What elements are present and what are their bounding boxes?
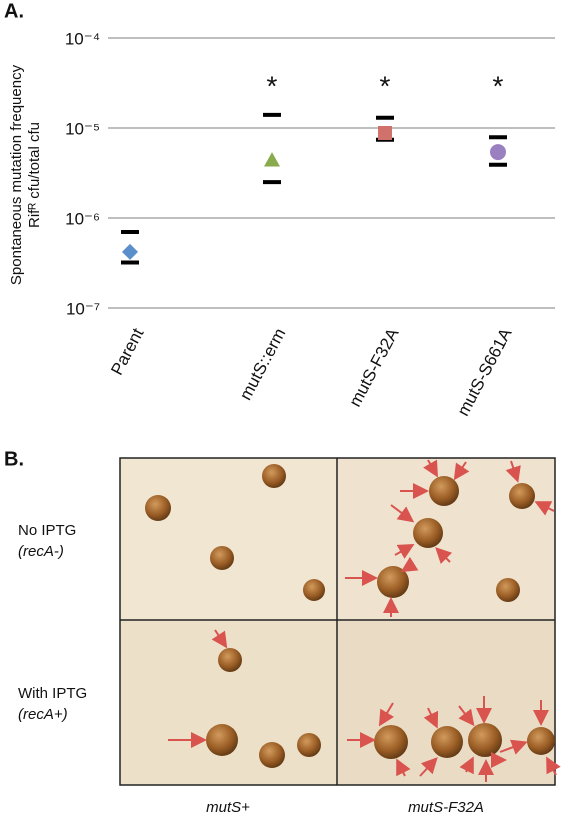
photo xyxy=(120,458,337,620)
marker xyxy=(490,144,506,161)
y-tick-label: 10⁻⁴ xyxy=(65,29,100,48)
marker xyxy=(264,152,280,167)
significance: * xyxy=(380,70,391,101)
panel-label: B. xyxy=(4,448,24,470)
x-tick-label: Parent xyxy=(107,325,147,378)
row-label: No IPTG (recA-) With IPTG (recA+) xyxy=(18,522,87,723)
row-label-line: (recA+) xyxy=(18,706,68,723)
y-label-line: Rifᴿ cfu/total cfu xyxy=(26,122,43,228)
column-label: mutS+ xyxy=(206,799,250,816)
column-label: mutS-F32A xyxy=(408,799,484,816)
photo xyxy=(120,620,337,785)
row-label-line: With IPTG xyxy=(18,685,87,702)
significance: * xyxy=(493,70,504,101)
y-tick-label: 10⁻⁷ xyxy=(66,299,100,318)
row-label-line: (recA-) xyxy=(18,543,64,560)
y-label-line: Spontaneous mutation frequency xyxy=(8,64,25,285)
colonies xyxy=(145,464,555,768)
y-tick-label: 10⁻⁵ xyxy=(65,119,100,138)
marker xyxy=(122,243,138,260)
y-tick-label: 10⁻⁶ xyxy=(65,209,100,228)
x-tick-label: mutS-S661A xyxy=(453,324,515,419)
panel-label: A. xyxy=(4,0,24,22)
photo-grid xyxy=(119,457,561,786)
marker xyxy=(378,125,392,140)
row-label-line: No IPTG xyxy=(18,522,76,539)
y-axis-label: Spontaneous mutation frequency Rifᴿ cfu/… xyxy=(8,64,43,285)
x-tick-label: mutS::erm xyxy=(236,325,290,403)
significance: * xyxy=(267,70,278,101)
arrows xyxy=(168,459,561,782)
photo xyxy=(337,620,555,785)
x-tick-label: mutS-F32A xyxy=(345,324,402,409)
